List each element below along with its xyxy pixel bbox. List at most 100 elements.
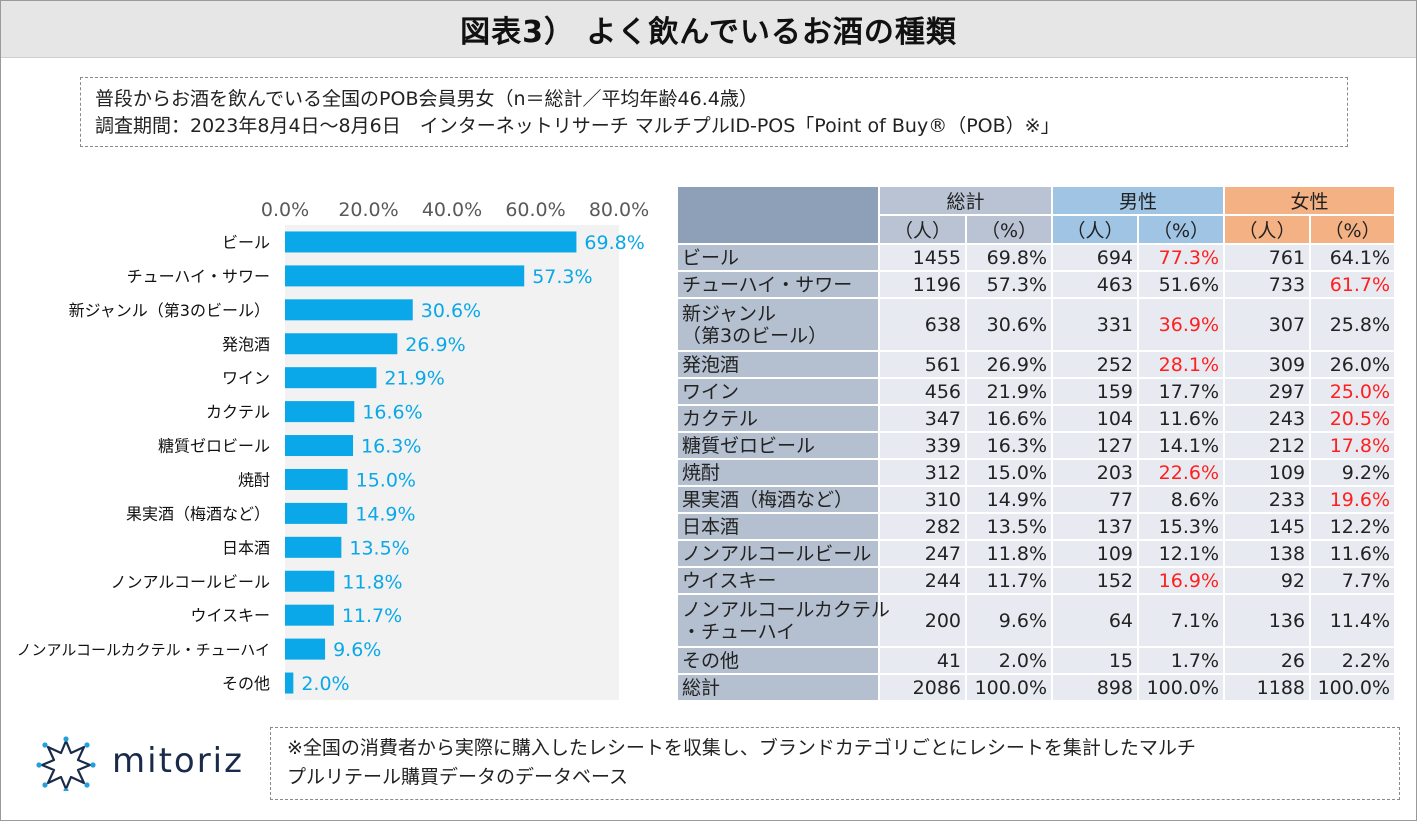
table-cell: 41 [878,646,967,675]
table-cell: 561 [878,350,967,379]
data-label: 69.8% [584,232,644,254]
data-label: 14.9% [355,503,415,525]
table-cell: 36.9% [1137,297,1226,352]
bar [285,638,326,660]
table-cell: 2086 [878,673,967,702]
table-cell: 7.1% [1137,593,1226,648]
subheader-female-pct: （%） [1309,214,1397,245]
table-cell: 347 [878,404,967,433]
page-title: 図表3） よく飲んでいるお酒の種類 [460,15,957,50]
table-cell: 15 [1051,646,1140,675]
table-row: ウイスキー 244 11.7% 152 16.9% 92 7.7% [676,566,1397,595]
category-label: ウイスキー [190,606,270,625]
table-cell: 28.1% [1137,350,1226,379]
footnote-box: ※全国の消費者から実際に購入したレシートを収集し、ブランドカテゴリごとにレシート… [270,727,1400,800]
table-cell: 26.0% [1309,350,1397,379]
data-label: 16.6% [362,402,422,424]
data-label: 2.0% [301,673,349,695]
table-cell: 733 [1223,270,1312,299]
table-row: 日本酒 282 13.5% 137 15.3% 145 12.2% [676,512,1397,541]
row-label-line: ワイン [682,380,740,403]
table-cell: 138 [1223,539,1312,568]
category-label: 発泡酒 [222,335,270,354]
row-label: 果実酒（梅酒など） [676,485,880,514]
table-row: カクテル 347 16.6% 104 11.6% 243 20.5% [676,404,1397,433]
bar [285,502,348,524]
table-cell: 21.9% [964,377,1054,406]
table-cell: 244 [878,566,967,595]
row-label: 発泡酒 [676,350,880,379]
x-tick-label: 60.0% [505,199,565,221]
table-cell: 7.7% [1309,566,1397,595]
table-cell: 19.6% [1309,485,1397,514]
title-bar: 図表3） よく飲んでいるお酒の種類 [1,1,1416,58]
bar [285,672,294,694]
data-label: 9.6% [333,639,381,661]
row-label: 日本酒 [676,512,880,541]
subheader-male-pct: （%） [1137,214,1226,245]
row-label: その他 [676,646,880,675]
header-male: 男性 [1051,185,1226,216]
table-cell: 77 [1051,485,1140,514]
row-label: チューハイ・サワー [676,270,880,299]
table-cell: 26 [1223,646,1312,675]
table-cell: 64 [1051,593,1140,648]
bar [285,333,398,355]
table-row: 果実酒（梅酒など） 310 14.9% 77 8.6% 233 19.6% [676,485,1397,514]
table-corner [676,185,880,245]
row-label-line: ビール [682,246,740,269]
plot-area [285,225,619,700]
table-cell: 13.5% [964,512,1054,541]
data-label: 30.6% [421,300,481,322]
table-cell: 16.3% [964,431,1054,460]
table-cell: 282 [878,512,967,541]
subheader-total-pct: （%） [964,214,1054,245]
table-cell: 152 [1051,566,1140,595]
table-cell: 307 [1223,297,1312,352]
category-label: 焼酎 [238,470,270,489]
table-cell: 64.1% [1309,243,1397,272]
category-label: 新ジャンル（第3のビール） [69,301,270,320]
table-cell: 11.6% [1309,539,1397,568]
logo-star-icon [36,736,96,791]
table-cell: 100.0% [964,673,1054,702]
data-label: 26.9% [405,334,465,356]
category-label: 果実酒（梅酒など） [126,504,270,523]
row-label: ノンアルコールビール [676,539,880,568]
table-cell: 309 [1223,350,1312,379]
table-row: 発泡酒 561 26.9% 252 28.1% 309 26.0% [676,350,1397,379]
table-cell: 92 [1223,566,1312,595]
table-cell: 312 [878,458,967,487]
table-cell: 159 [1051,377,1140,406]
category-label: ビール [222,233,270,252]
row-label-line: 新ジャンル [682,302,777,325]
row-label-line: （第3のビール） [682,324,828,347]
row-label-line: ノンアルコールビール [682,542,872,565]
bar [285,299,413,321]
table-cell: 30.6% [964,297,1054,352]
table-cell: 233 [1223,485,1312,514]
table-cell: 51.6% [1137,270,1226,299]
table-cell: 9.6% [964,593,1054,648]
x-tick-label: 80.0% [589,199,649,221]
table-cell: 12.1% [1137,539,1226,568]
row-label-line: チューハイ・サワー [682,273,853,296]
table-cell: 109 [1223,458,1312,487]
table-cell: 15.0% [964,458,1054,487]
table-cell: 898 [1051,673,1140,702]
table-group-header-row: 総計 男性 女性 [676,185,1397,245]
table-cell: 1188 [1223,673,1312,702]
row-label-line: 日本酒 [682,515,740,538]
table-cell: 145 [1223,512,1312,541]
table-row: ノンアルコールビール 247 11.8% 109 12.1% 138 11.6% [676,539,1397,568]
table-cell: 247 [878,539,967,568]
row-label-line: カクテル [682,407,759,430]
mitoriz-logo: mitoriz [36,735,266,795]
table-cell: 57.3% [964,270,1054,299]
data-label: 57.3% [532,266,592,288]
table-cell: 212 [1223,431,1312,460]
table-cell: 2.0% [964,646,1054,675]
table-row: ビール 1455 69.8% 694 77.3% 761 64.1% [676,243,1397,272]
bar [285,265,525,287]
table-cell: 11.6% [1137,404,1226,433]
